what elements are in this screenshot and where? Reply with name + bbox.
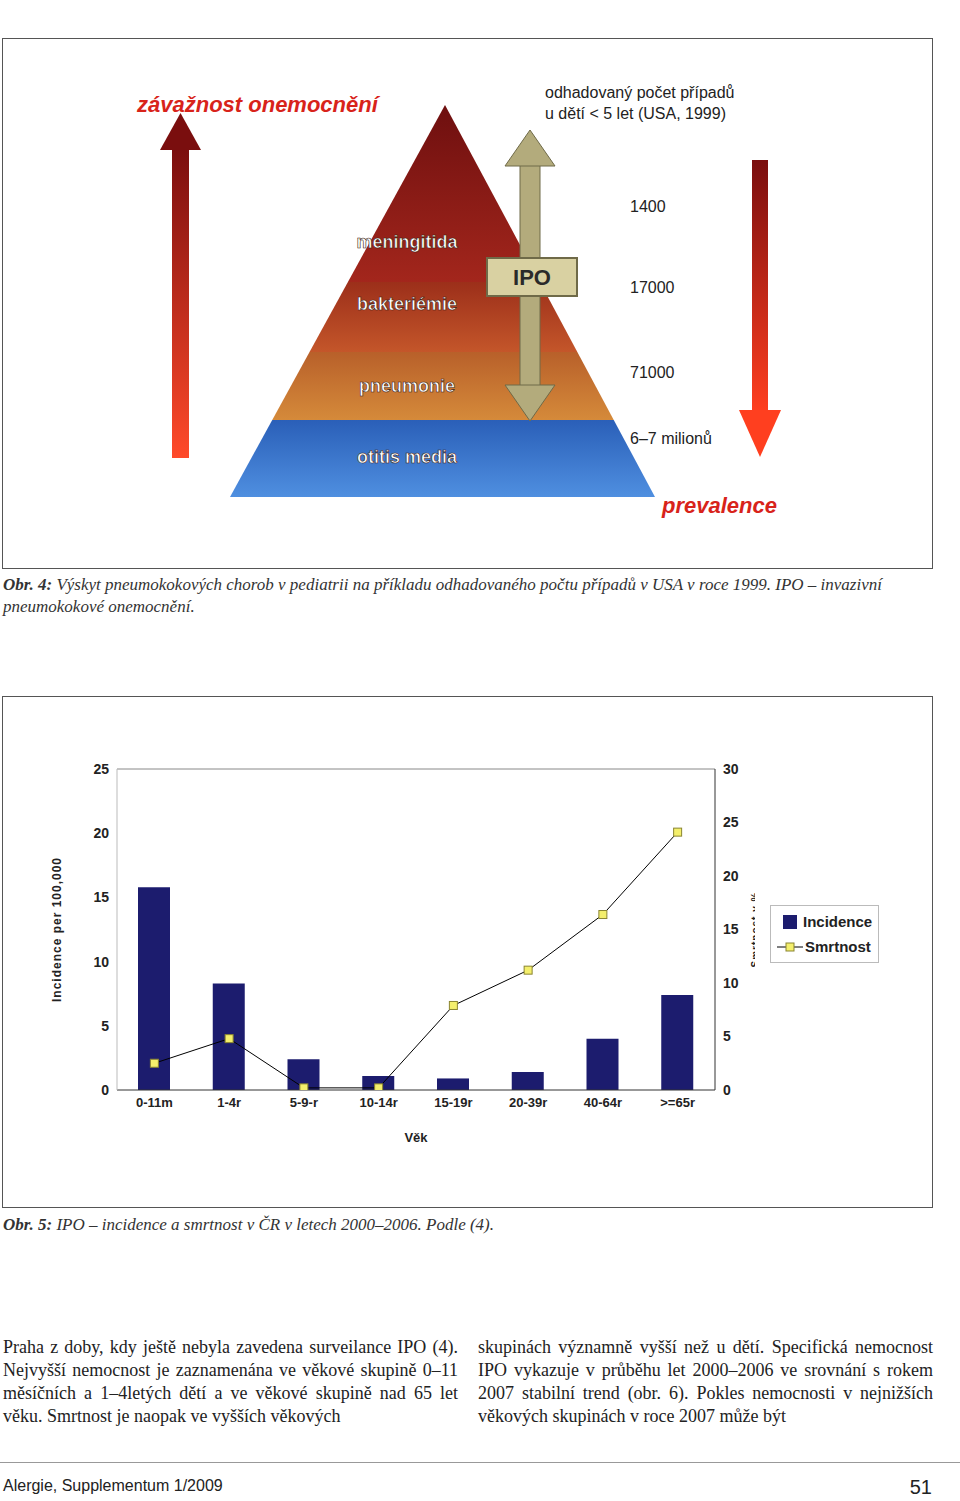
svg-text:otitis media: otitis media xyxy=(357,447,458,467)
svg-text:1-4r: 1-4r xyxy=(217,1095,241,1110)
svg-text:0: 0 xyxy=(723,1082,731,1098)
svg-text:40-64r: 40-64r xyxy=(584,1095,622,1110)
svg-text:>=65r: >=65r xyxy=(660,1095,695,1110)
svg-text:10: 10 xyxy=(93,954,109,970)
svg-text:30: 30 xyxy=(723,761,739,777)
svg-text:25: 25 xyxy=(93,761,109,777)
svg-text:meningitida: meningitida xyxy=(356,232,458,252)
html-text:Obr. 5: IPO – incidence a smrt: Obr. 5: IPO – incidence a smrtnost v ČR … xyxy=(3,1215,494,1234)
svg-text:20: 20 xyxy=(93,825,109,841)
svg-text:5: 5 xyxy=(101,1018,109,1034)
svg-text:5-9-r: 5-9-r xyxy=(290,1095,318,1110)
svg-text:závažnost onemocnění: závažnost onemocnění xyxy=(136,92,381,117)
svg-text:0-11m: 0-11m xyxy=(136,1095,173,1110)
html-text:Smrtnost: Smrtnost xyxy=(805,938,871,955)
html-text:Incidence: Incidence xyxy=(803,913,873,930)
svg-text:71000: 71000 xyxy=(630,364,675,381)
svg-text:IPO: IPO xyxy=(513,265,551,290)
svg-text:Věk: Věk xyxy=(404,1130,428,1145)
svg-text:10-14r: 10-14r xyxy=(359,1095,397,1110)
html-text:Alergie, Supplementum 1/2009: Alergie, Supplementum 1/2009 xyxy=(3,1477,223,1494)
svg-text:u dětí < 5 let (USA, 1999): u dětí < 5 let (USA, 1999) xyxy=(545,105,726,122)
svg-text:5: 5 xyxy=(723,1028,731,1044)
html-text:skupinách významně vyšší než u: skupinách významně vyšší než u dětí. Spe… xyxy=(478,1337,933,1426)
svg-text:Incidence per 100,000: Incidence per 100,000 xyxy=(50,857,64,1002)
svg-text:20: 20 xyxy=(723,868,739,884)
html-text:51: 51 xyxy=(909,1476,932,1498)
svg-text:0: 0 xyxy=(101,1082,109,1098)
svg-text:1400: 1400 xyxy=(630,198,666,215)
svg-text:6–7 milionů: 6–7 milionů xyxy=(630,430,712,447)
svg-text:prevalence: prevalence xyxy=(661,493,777,518)
html-text:Obr. 4: Výskyt pneumokokových: Obr. 4: Výskyt pneumokokových chorob v p… xyxy=(3,575,882,616)
svg-text:10: 10 xyxy=(723,975,739,991)
svg-text:20-39r: 20-39r xyxy=(509,1095,547,1110)
svg-text:25: 25 xyxy=(723,814,739,830)
svg-text:15: 15 xyxy=(93,889,109,905)
svg-text:15-19r: 15-19r xyxy=(434,1095,472,1110)
svg-text:bakteriémie: bakteriémie xyxy=(357,294,457,314)
html-text:Praha z doby, kdy ještě nebyla: Praha z doby, kdy ještě nebyla zavedena … xyxy=(3,1337,458,1426)
svg-text:17000: 17000 xyxy=(630,279,675,296)
svg-text:15: 15 xyxy=(723,921,739,937)
svg-text:pneumonie: pneumonie xyxy=(359,376,455,396)
svg-text:Smrtnost v %: Smrtnost v % xyxy=(750,892,755,968)
svg-text:odhadovaný počet případů: odhadovaný počet případů xyxy=(545,84,734,101)
